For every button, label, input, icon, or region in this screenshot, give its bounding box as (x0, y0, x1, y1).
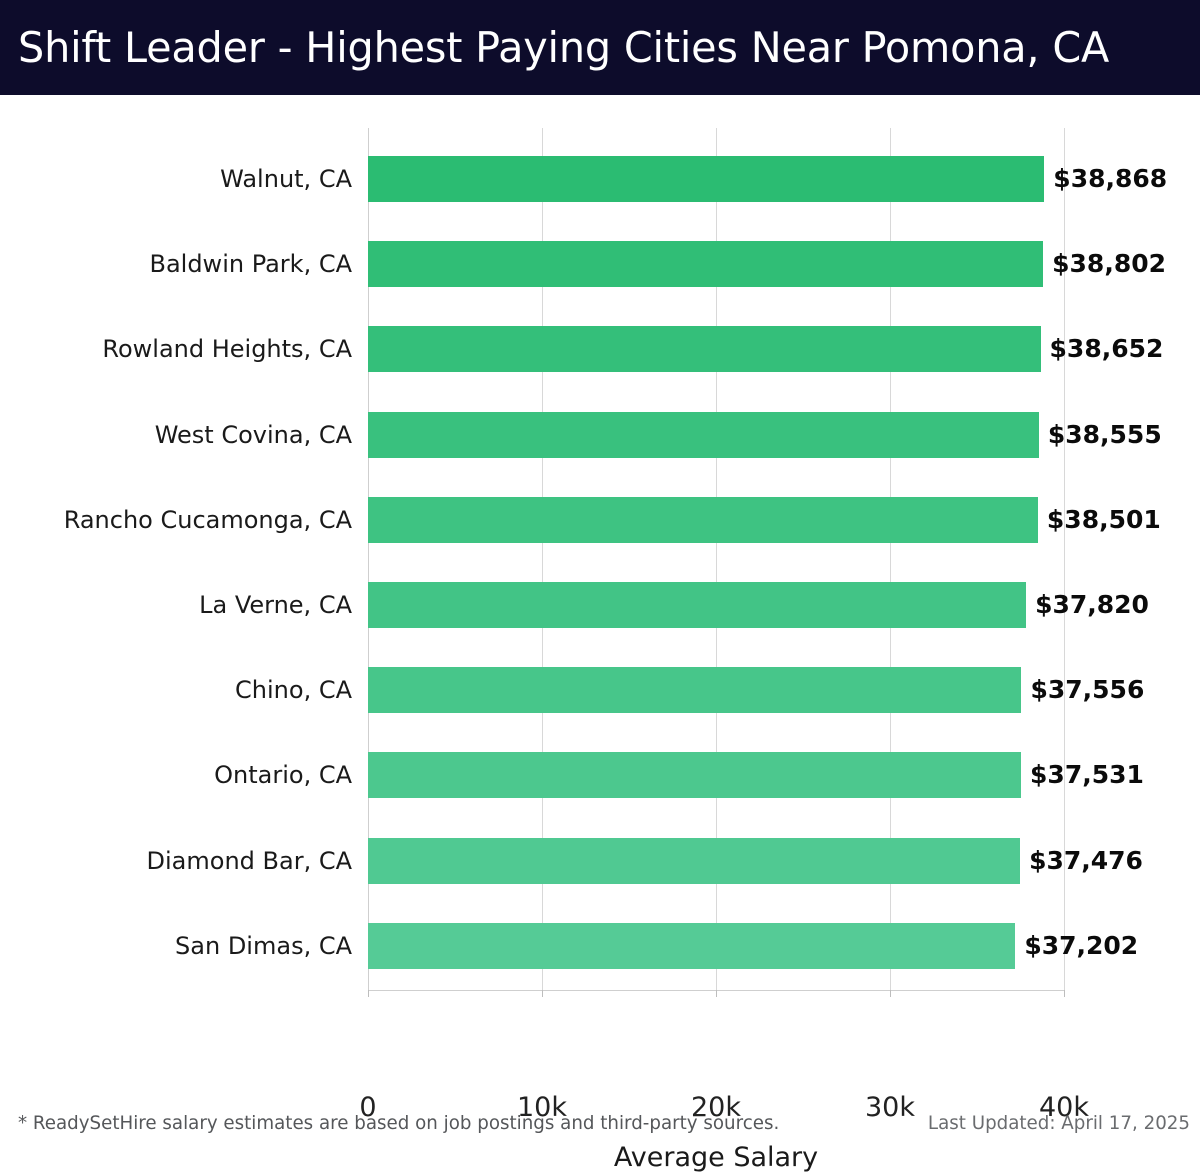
bar-row: Rancho Cucamonga, CA $38,501 (0, 496, 1200, 543)
bar (368, 752, 1022, 799)
tick-mark (368, 990, 369, 997)
category-label: Diamond Bar, CA (146, 846, 352, 875)
x-tick-label: 10k (517, 1092, 567, 1123)
bar-row: West Covina, CA $38,555 (0, 411, 1200, 458)
tick-mark (890, 990, 891, 997)
bar-value-label: $37,531 (1030, 760, 1144, 790)
category-label: La Verne, CA (199, 591, 352, 619)
category-label: Ontario, CA (214, 761, 352, 790)
bar-value-label: $37,556 (1030, 675, 1145, 705)
bar-row: Ontario, CA $37,531 (0, 752, 1200, 799)
x-tick-label: 0 (359, 1092, 377, 1123)
bar-row: Rowland Heights, CA $38,652 (0, 326, 1200, 373)
chart-header-bar: Shift Leader - Highest Paying Cities Nea… (0, 0, 1200, 95)
footnote-text: * ReadySetHire salary estimates are base… (18, 1112, 780, 1134)
bar-chart: Walnut, CA $38,868 Baldwin Park, CA $38,802… (0, 95, 1200, 1173)
bar (368, 241, 1044, 288)
bar-row: Walnut, CA $38,868 (0, 156, 1200, 202)
bar-value-label: $38,868 (1053, 164, 1168, 193)
bar-value-label: $37,476 (1029, 845, 1143, 875)
last-updated-text: Last Updated: April 17, 2025 (927, 1112, 1190, 1134)
gridline (1064, 128, 1065, 990)
bar (368, 496, 1038, 543)
category-label: Walnut, CA (220, 165, 352, 193)
plot-region (368, 128, 1065, 997)
category-label: Baldwin Park, CA (149, 250, 352, 279)
tick-mark (716, 990, 717, 997)
bar-row: San Dimas, CA $37,202 (0, 922, 1200, 969)
bar-row: Diamond Bar, CA $37,476 (0, 837, 1200, 884)
bar-value-label: $38,501 (1046, 504, 1161, 534)
bar (368, 411, 1039, 458)
bar (368, 837, 1021, 884)
bar-row: Baldwin Park, CA $38,802 (0, 241, 1200, 288)
bar-row: La Verne, CA $37,820 (0, 582, 1200, 628)
bar-value-label: $38,652 (1049, 334, 1164, 364)
bar-row: Chino, CA $37,556 (0, 667, 1200, 714)
bar-value-label: $38,555 (1047, 419, 1162, 449)
category-label: Rowland Heights, CA (102, 335, 352, 364)
chart-footer: * ReadySetHire salary estimates are base… (0, 1100, 1200, 1158)
bar-value-label: $37,202 (1024, 930, 1139, 960)
category-label: San Dimas, CA (175, 931, 352, 960)
category-label: Rancho Cucamonga, CA (63, 505, 352, 534)
gridline (368, 128, 369, 990)
tick-mark (1064, 990, 1065, 997)
bar (368, 582, 1027, 628)
tick-mark (542, 990, 543, 997)
category-label: West Covina, CA (154, 420, 352, 449)
category-label: Chino, CA (235, 676, 352, 705)
bar (368, 326, 1041, 373)
page-title: Shift Leader - Highest Paying Cities Nea… (18, 22, 1110, 72)
bar (368, 667, 1022, 714)
gridline (542, 128, 543, 990)
x-tick-label: 40k (1039, 1092, 1089, 1123)
bar-value-label: $37,820 (1035, 590, 1149, 619)
gridline (716, 128, 717, 990)
gridline (890, 128, 891, 990)
x-tick-label: 20k (691, 1092, 741, 1123)
x-tick-label: 30k (865, 1092, 915, 1123)
bar-value-label: $38,802 (1052, 249, 1167, 279)
bar (368, 922, 1016, 969)
bar (368, 156, 1045, 202)
